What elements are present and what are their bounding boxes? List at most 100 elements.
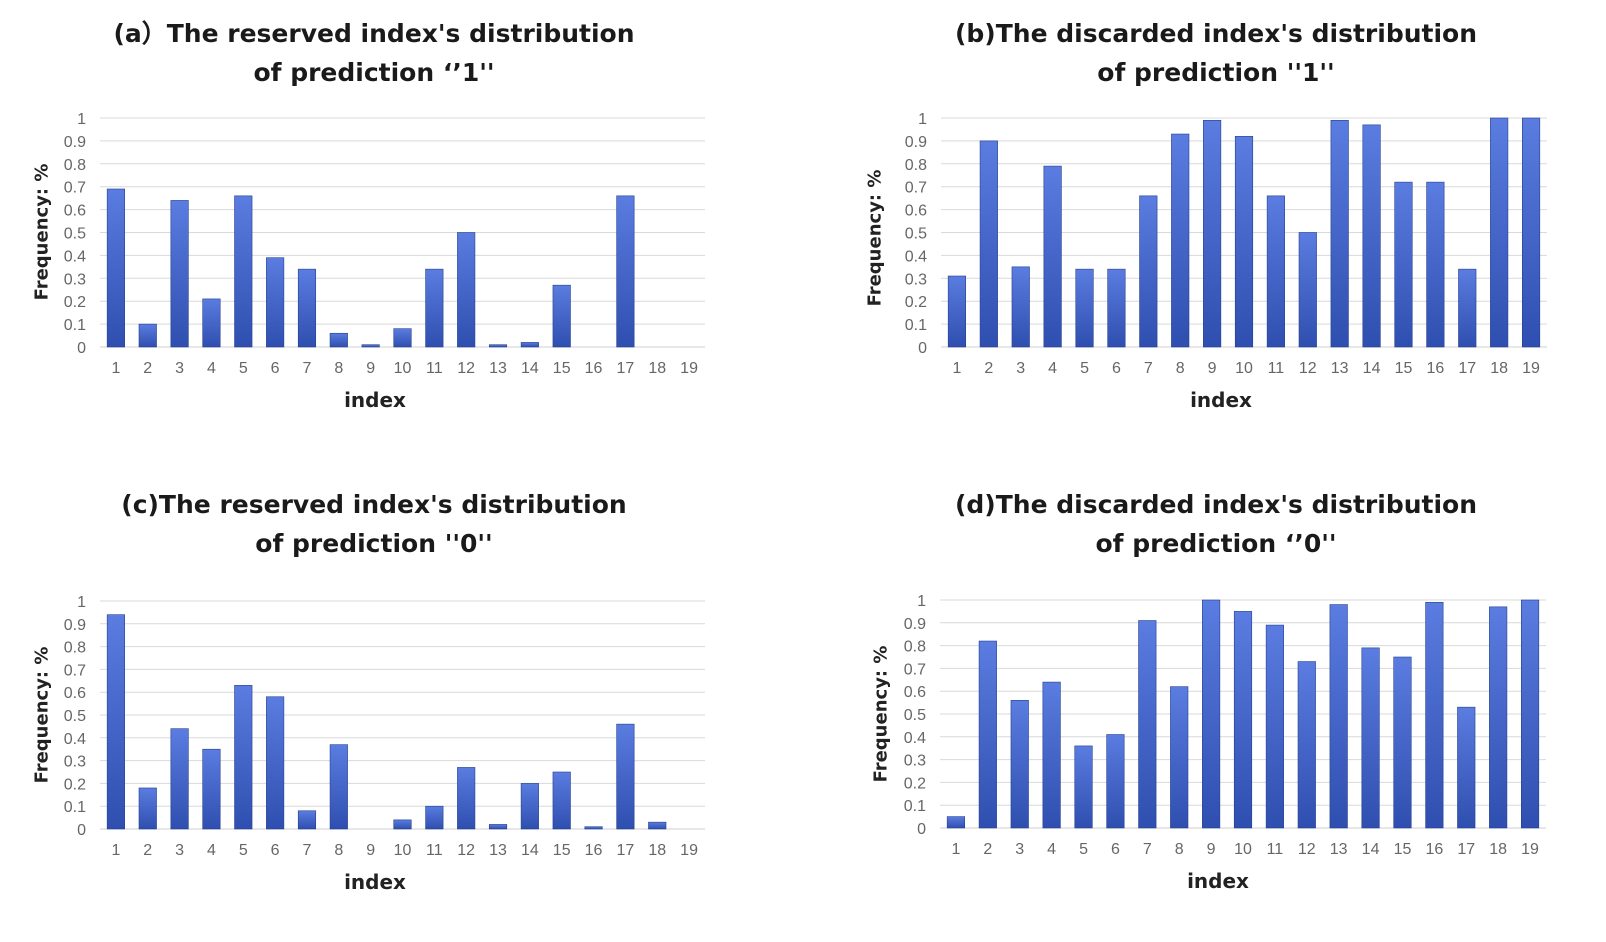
y-tick-label: 0.8: [905, 157, 927, 174]
bar-14: [520, 342, 539, 348]
x-tick-label: 2: [983, 841, 992, 858]
bar-10: [393, 819, 412, 830]
x-tick-label: 19: [680, 360, 698, 377]
bar-17: [1458, 268, 1477, 348]
x-tick-label: 8: [1176, 360, 1185, 377]
y-tick-label: 1: [917, 593, 926, 610]
bar-14: [520, 783, 539, 830]
bar-13: [488, 824, 508, 830]
y-tick-label: 0: [918, 340, 927, 357]
x-tick-label: 5: [239, 360, 248, 377]
y-tick-label: 1: [77, 594, 86, 611]
y-tick-label: 0.2: [64, 776, 86, 793]
bar-chart-d: 00.10.20.30.40.50.60.70.80.911 2 3 4 5 6 7 8 9 10…: [904, 593, 1546, 858]
bar-8: [1170, 686, 1189, 829]
y-tick-label: 0.1: [905, 317, 927, 334]
y-tick-label: 0.9: [904, 616, 926, 633]
bar-3: [170, 728, 189, 830]
bar-5: [1075, 268, 1094, 348]
y-tick-label: 0.1: [64, 317, 86, 334]
x-tick-label: 7: [303, 360, 312, 377]
x-tick-label: 10: [1235, 360, 1253, 377]
bar-chart-c: 00.10.20.30.40.50.60.70.80.911 2 3 4 5 6 7 8 9 10…: [64, 594, 705, 859]
x-tick-label: 6: [1111, 841, 1120, 858]
chart-title: (a）The reserved index's distribution of …: [113, 19, 635, 87]
chart-title: (c)The reserved index's distribution of …: [121, 490, 627, 558]
x-tick-label: 7: [1143, 841, 1152, 858]
x-tick-label: 16: [585, 360, 603, 377]
bar-2: [979, 140, 998, 348]
bar-15: [552, 284, 571, 348]
bar-18: [648, 821, 667, 830]
x-tick-label: 10: [1234, 841, 1252, 858]
x-tick-label: 18: [648, 842, 666, 859]
bar-18: [1489, 606, 1508, 829]
y-tick-label: 0.7: [64, 662, 86, 679]
x-tick-label: 3: [175, 360, 184, 377]
bar-14: [1361, 647, 1380, 829]
bar-12: [457, 767, 476, 830]
y-tick-label: 0.2: [905, 294, 927, 311]
x-tick-label: 19: [1521, 841, 1539, 858]
bar-1: [947, 275, 967, 348]
bar-7: [1139, 195, 1158, 348]
x-tick-label: 11: [1267, 841, 1284, 858]
bar-6: [266, 257, 285, 348]
x-tick-label: 5: [239, 842, 248, 859]
bar-2: [978, 640, 997, 829]
bar-1: [106, 614, 125, 830]
y-tick-label: 0.9: [64, 617, 86, 634]
bar-19: [1521, 117, 1541, 348]
x-tick-label: 13: [1330, 841, 1348, 858]
bar-5: [1074, 745, 1093, 829]
x-tick-label: 11: [426, 842, 443, 859]
chart-panel-b: (b)The discarded index's distribution of…: [803, 0, 1606, 471]
x-axis-label: index: [344, 870, 406, 894]
x-tick-label: 5: [1079, 841, 1088, 858]
bar-7: [1138, 620, 1157, 829]
x-tick-label: 14: [1362, 841, 1380, 858]
bar-14: [1362, 124, 1381, 348]
y-tick-label: 0.6: [904, 684, 926, 701]
x-tick-label: 15: [553, 360, 571, 377]
x-tick-label: 11: [1268, 360, 1285, 377]
bar-4: [1042, 681, 1061, 829]
x-tick-label: 14: [521, 360, 539, 377]
x-tick-label: 18: [1489, 841, 1507, 858]
x-tick-label: 9: [366, 360, 375, 377]
chart-title: (d)The discarded index's distribution of…: [954, 490, 1478, 558]
x-tick-label: 13: [1331, 360, 1349, 377]
x-tick-label: 1: [111, 360, 120, 377]
x-tick-label: 17: [1458, 360, 1476, 377]
x-tick-label: 13: [489, 842, 507, 859]
bar-7: [297, 810, 317, 830]
y-tick-label: 0.5: [64, 708, 86, 725]
y-tick-label: 1: [918, 111, 927, 128]
x-tick-label: 10: [394, 842, 412, 859]
x-tick-label: 12: [1299, 360, 1317, 377]
x-tick-label: 12: [457, 360, 475, 377]
x-tick-label: 4: [1047, 841, 1056, 858]
y-tick-label: 0.8: [64, 640, 86, 657]
bar-12: [1298, 232, 1317, 348]
y-tick-label: 0.3: [905, 271, 927, 288]
x-tick-label: 7: [303, 842, 312, 859]
y-tick-label: 0.9: [64, 134, 86, 151]
x-axis-label: index: [1190, 388, 1252, 412]
y-tick-label: 0.2: [904, 775, 926, 792]
bar-9: [1202, 599, 1221, 829]
x-tick-label: 8: [1175, 841, 1184, 858]
y-tick-label: 0.5: [905, 226, 927, 243]
x-tick-label: 12: [457, 842, 475, 859]
x-tick-label: 2: [143, 842, 152, 859]
x-tick-label: 15: [553, 842, 571, 859]
bar-5: [234, 195, 253, 348]
bar-16: [584, 826, 603, 830]
x-tick-label: 4: [207, 842, 216, 859]
x-tick-label: 16: [585, 842, 603, 859]
x-tick-label: 14: [521, 842, 539, 859]
bar-15: [1393, 656, 1412, 829]
x-tick-label: 4: [1048, 360, 1057, 377]
bar-1: [946, 816, 966, 829]
y-tick-label: 0.7: [64, 180, 86, 197]
